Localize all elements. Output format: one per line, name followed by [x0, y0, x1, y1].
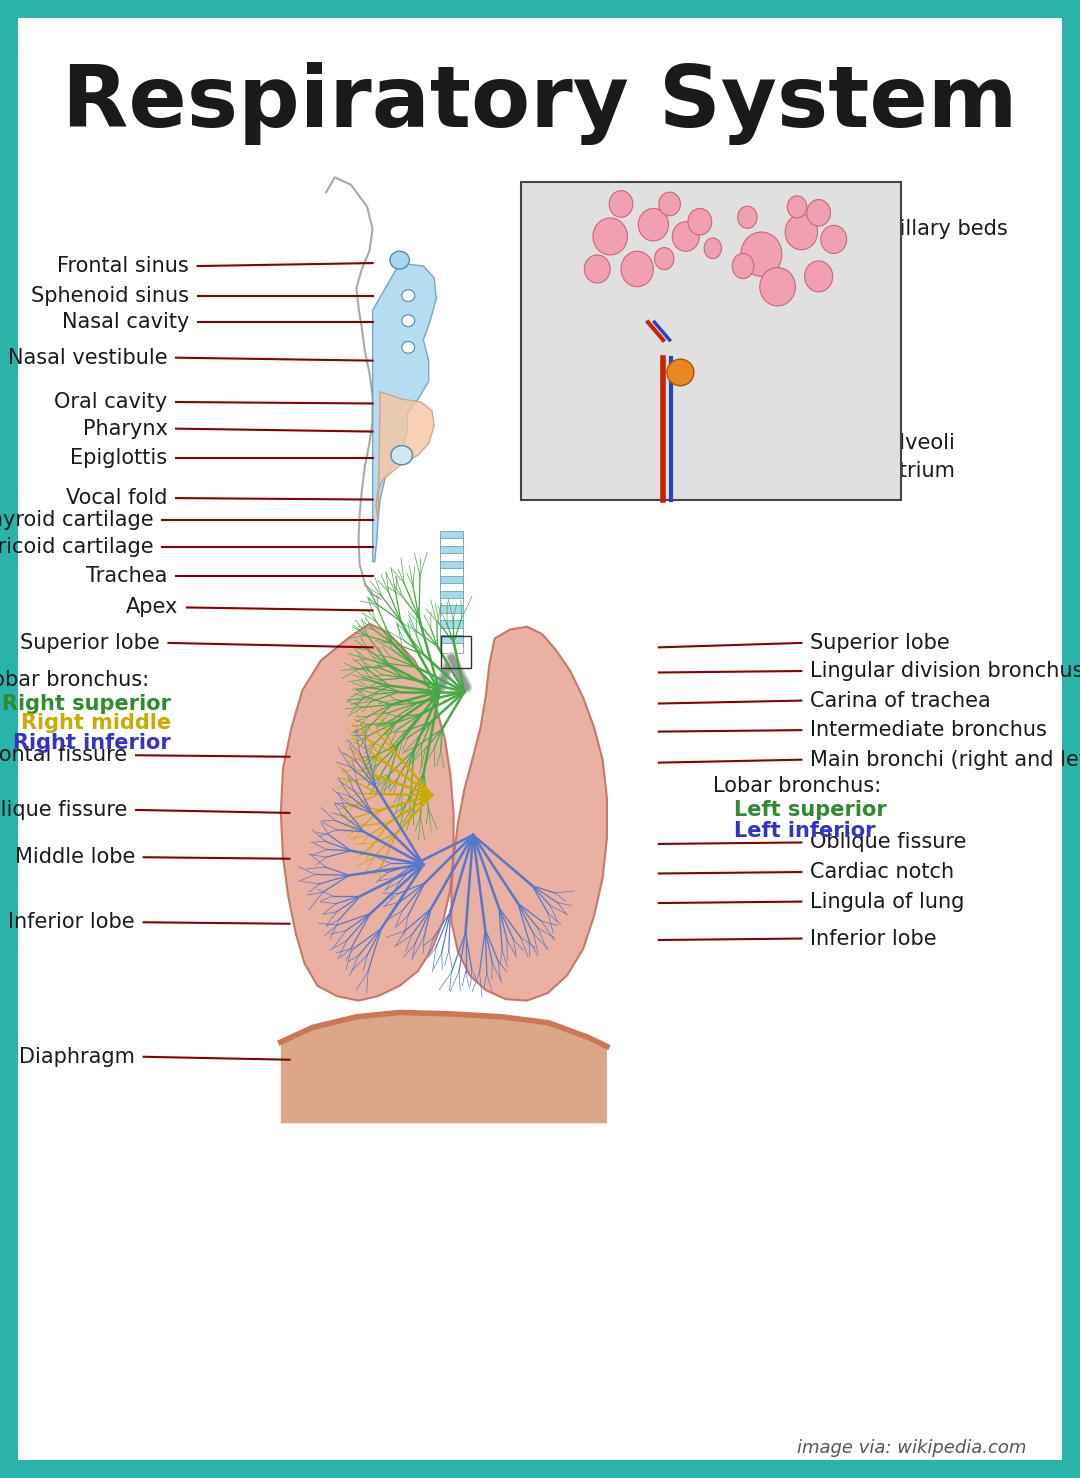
Text: Atrium: Atrium	[886, 461, 956, 482]
Text: Thyroid cartilage: Thyroid cartilage	[0, 510, 153, 531]
Ellipse shape	[593, 217, 627, 254]
Text: Superior lobe: Superior lobe	[810, 633, 949, 653]
Text: Intermediate bronchus: Intermediate bronchus	[810, 720, 1047, 740]
Text: Oral cavity: Oral cavity	[54, 392, 167, 412]
Text: Alveolar duct: Alveolar duct	[549, 322, 687, 343]
Bar	[440, 538, 463, 548]
Ellipse shape	[760, 268, 795, 306]
Text: Respiratory System: Respiratory System	[63, 62, 1017, 145]
Text: Middle lobe: Middle lobe	[15, 847, 135, 868]
Text: Alveoli: Alveoli	[886, 433, 956, 454]
Polygon shape	[281, 624, 454, 1001]
Polygon shape	[373, 263, 436, 562]
Bar	[440, 636, 463, 646]
Text: Alveolar sacs: Alveolar sacs	[549, 270, 687, 291]
Ellipse shape	[659, 192, 680, 216]
Ellipse shape	[704, 238, 721, 259]
Text: Lingular division bronchus: Lingular division bronchus	[810, 661, 1080, 681]
Text: Lobar bronchus:: Lobar bronchus:	[713, 776, 881, 797]
Text: Apex: Apex	[126, 597, 178, 618]
Text: Superior lobe: Superior lobe	[21, 633, 160, 653]
Ellipse shape	[621, 251, 653, 287]
Text: Right superior: Right superior	[2, 693, 171, 714]
Ellipse shape	[785, 214, 818, 250]
Bar	[440, 531, 463, 541]
Text: Carina of trachea: Carina of trachea	[810, 690, 990, 711]
Bar	[440, 591, 463, 602]
Bar	[441, 636, 471, 668]
Bar	[521, 182, 901, 500]
Text: Sphenoid sinus: Sphenoid sinus	[31, 285, 189, 306]
Ellipse shape	[402, 315, 415, 327]
Text: Horizontal fissure: Horizontal fissure	[0, 745, 127, 766]
Bar	[440, 613, 463, 624]
Bar	[440, 606, 463, 616]
Text: Lingula of lung: Lingula of lung	[810, 891, 964, 912]
Text: Cardiac notch: Cardiac notch	[810, 862, 954, 882]
Ellipse shape	[402, 290, 415, 302]
Ellipse shape	[390, 251, 409, 269]
Text: Mucosal lining: Mucosal lining	[549, 384, 698, 405]
Ellipse shape	[638, 208, 669, 241]
Bar	[440, 568, 463, 578]
Bar	[440, 599, 463, 609]
Text: Inferior lobe: Inferior lobe	[810, 928, 936, 949]
Bar	[440, 628, 463, 638]
Ellipse shape	[667, 359, 693, 386]
Text: Oblique fissure: Oblique fissure	[810, 832, 967, 853]
Ellipse shape	[805, 262, 833, 293]
Text: Epiglottis: Epiglottis	[70, 448, 167, 469]
Text: Trachea: Trachea	[86, 566, 167, 587]
Bar	[440, 643, 463, 653]
Text: Capillary beds: Capillary beds	[859, 219, 1008, 239]
Polygon shape	[451, 627, 607, 1001]
Bar	[440, 621, 463, 631]
Ellipse shape	[609, 191, 633, 217]
Text: Pulmonary artery: Pulmonary artery	[551, 461, 732, 482]
Text: Mucous gland: Mucous gland	[549, 358, 692, 378]
Text: Pharynx: Pharynx	[82, 418, 167, 439]
Polygon shape	[376, 392, 434, 520]
Bar	[440, 545, 463, 556]
Ellipse shape	[391, 445, 413, 466]
Text: Left superior: Left superior	[734, 800, 887, 820]
Text: Right inferior: Right inferior	[13, 733, 171, 754]
Text: Diaphragm: Diaphragm	[19, 1046, 135, 1067]
Text: Lobar bronchus:: Lobar bronchus:	[0, 670, 149, 690]
Bar	[440, 560, 463, 571]
Ellipse shape	[654, 247, 674, 269]
Ellipse shape	[738, 205, 757, 228]
Text: Right middle: Right middle	[21, 712, 171, 733]
Text: Inferior lobe: Inferior lobe	[9, 912, 135, 933]
Ellipse shape	[402, 341, 415, 353]
FancyBboxPatch shape	[18, 18, 1062, 1460]
Ellipse shape	[787, 195, 807, 217]
Text: image via: wikipedia.com: image via: wikipedia.com	[797, 1440, 1026, 1457]
Text: Main bronchi (right and left): Main bronchi (right and left)	[810, 749, 1080, 770]
Text: Left inferior: Left inferior	[734, 820, 876, 841]
Text: Pulmonary vein: Pulmonary vein	[551, 433, 713, 454]
Text: Oblique fissure: Oblique fissure	[0, 800, 127, 820]
Text: Nasal cavity: Nasal cavity	[62, 312, 189, 333]
Ellipse shape	[741, 232, 782, 276]
Bar	[440, 553, 463, 563]
Ellipse shape	[732, 253, 754, 278]
Polygon shape	[281, 1012, 607, 1123]
Text: Cricoid cartilage: Cricoid cartilage	[0, 537, 153, 557]
Bar	[440, 575, 463, 585]
Ellipse shape	[807, 200, 831, 226]
Ellipse shape	[584, 256, 610, 284]
Text: Connective tissue: Connective tissue	[549, 236, 734, 257]
Ellipse shape	[821, 226, 847, 254]
Bar	[440, 582, 463, 593]
Text: Nasal vestibule: Nasal vestibule	[8, 347, 167, 368]
Ellipse shape	[672, 222, 700, 251]
Text: Frontal sinus: Frontal sinus	[57, 256, 189, 276]
Text: Vocal fold: Vocal fold	[66, 488, 167, 508]
Ellipse shape	[688, 208, 712, 235]
